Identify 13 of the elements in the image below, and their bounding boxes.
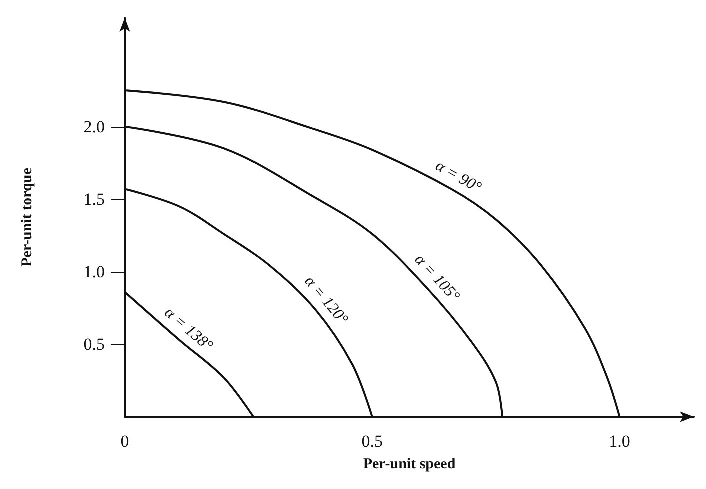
y-tick-label: 1.5 (84, 190, 105, 209)
x-tick-label: 0.5 (362, 432, 384, 451)
y-tick-label: 0.5 (84, 334, 105, 354)
y-axis-title: Per-unit torque (20, 168, 36, 267)
annotation: α = 120° (301, 273, 352, 329)
x-tick-label: 0 (120, 432, 130, 451)
annotation: α = 105° (411, 251, 464, 306)
x-tick-label: 1.0 (609, 432, 630, 451)
y-tick-label: 2.0 (84, 117, 105, 136)
annotation: α = 90° (432, 157, 485, 197)
y-tick-label: 1.0 (84, 262, 105, 282)
annotation: α = 138° (161, 304, 216, 356)
x-axis-title: Per-unit speed (363, 456, 456, 472)
